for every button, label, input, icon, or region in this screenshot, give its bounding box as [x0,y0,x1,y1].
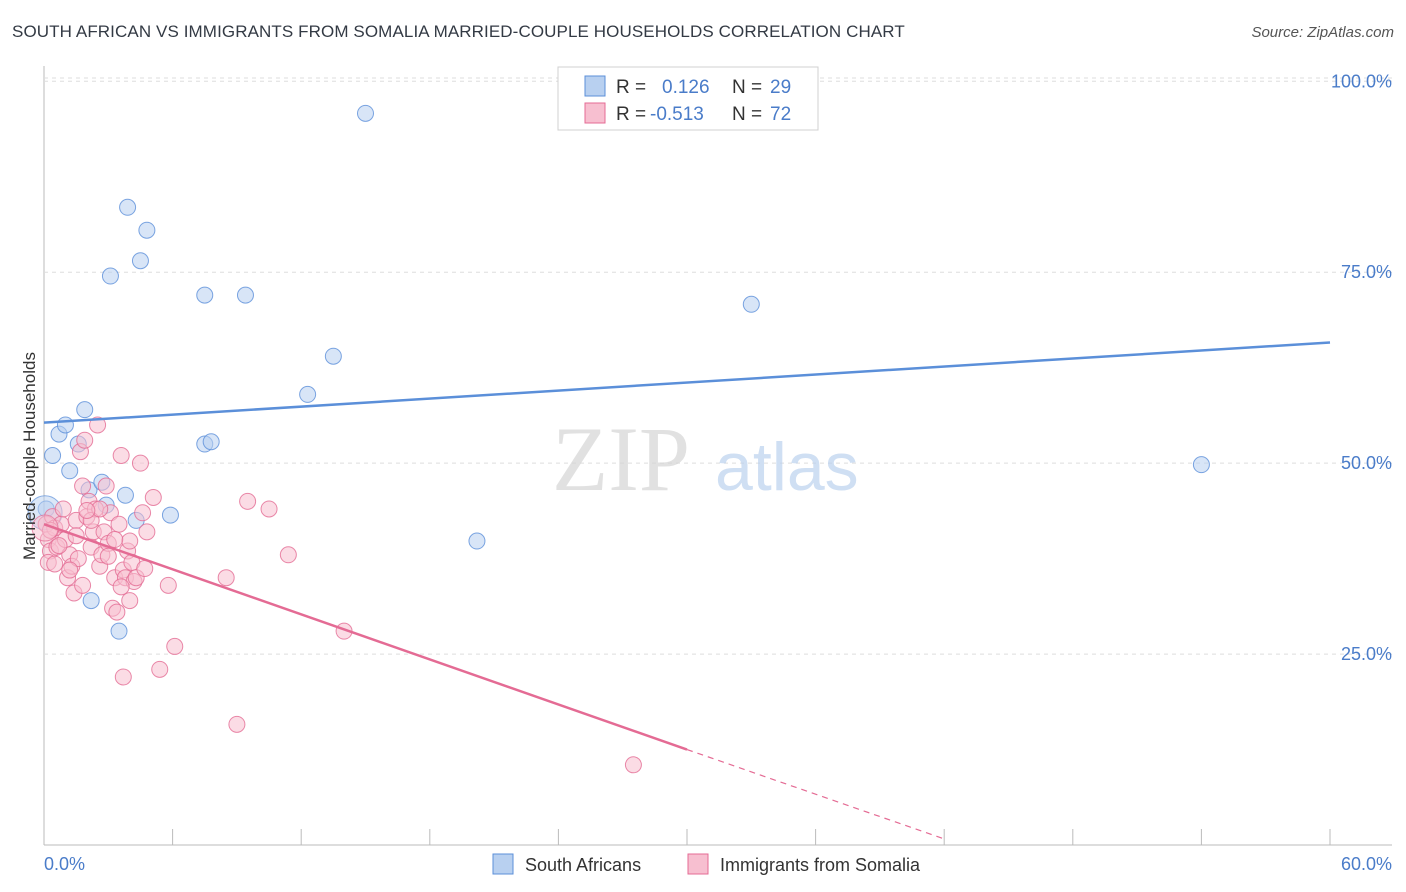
somalia-point [74,576,92,594]
somalia-point [110,515,128,533]
x-ticks [43,829,1331,845]
south-africans-point [324,347,342,365]
somalia-point [131,454,149,472]
somalia-point [134,504,152,522]
y-axis-label: Married-couple Households [20,352,39,560]
somalia-point [78,501,96,519]
somalia-point [69,550,87,568]
trend-line-south-africans [43,341,1331,424]
series-south-africans [27,104,1210,640]
south-africans-point [119,198,137,216]
series-immigrants-from-somalia [31,416,642,774]
bottom-legend-label-somalia: Immigrants from Somalia [720,855,921,875]
somalia-point [159,576,177,594]
somalia-point [106,531,124,549]
source-label: Source: ZipAtlas.com [1251,24,1394,41]
somalia-point [46,555,64,573]
south-africans-point [131,252,149,270]
somalia-point [50,537,68,555]
legend-r-value-2: -0.513 [650,104,704,125]
somalia-point [138,523,156,541]
south-africans-point [56,416,74,434]
bottom-legend-swatch-somalia [687,853,709,875]
south-africans-point [468,532,486,550]
south-africans-point [236,286,254,304]
south-africans-point [138,221,156,239]
south-africans-point [61,462,79,480]
somalia-point [114,668,132,686]
watermark-zip: ZIP [552,408,690,510]
somalia-point [112,578,130,596]
somalia-point [121,532,139,550]
somalia-point [279,546,297,564]
south-africans-point [299,385,317,403]
correlation-legend: R = 0.126 N = 29 R = -0.513 N = 72 [557,66,819,131]
y-tick-label: 75.0% [1341,262,1392,282]
somalia-point [217,569,235,587]
grid-lines [44,77,1392,655]
somalia-point [89,416,107,434]
somalia-point [260,500,278,518]
y-tick-label: 25.0% [1341,644,1392,664]
somalia-point [121,592,139,610]
series-legend: South Africans Immigrants from Somalia [492,853,921,875]
bottom-legend-label-south-africans: South Africans [525,855,641,875]
somalia-point [166,637,184,655]
legend-n-value-1: 29 [770,77,791,98]
somalia-point [151,660,169,678]
somalia-point [74,477,92,495]
y-tick-label: 50.0% [1341,453,1392,473]
south-africans-point [161,506,179,524]
legend-r-label-2: R = [616,104,646,125]
legend-swatch-south-africans [584,75,606,97]
south-africans-point [116,486,134,504]
somalia-point [54,500,72,518]
somalia-point [112,447,130,464]
south-africans-point [196,286,214,304]
bottom-legend-swatch-south-africans [492,853,514,875]
somalia-point [144,489,162,507]
somalia-point [136,560,154,578]
somalia-point [108,603,126,621]
somalia-point [76,431,94,449]
x-tick-label-min: 0.0% [44,854,85,874]
somalia-point [97,477,115,495]
chart-title: SOUTH AFRICAN VS IMMIGRANTS FROM SOMALIA… [12,22,905,41]
legend-r-label-1: R = [616,77,646,98]
legend-n-label-2: N = [732,104,762,125]
legend-n-value-2: 72 [770,104,791,125]
south-africans-point [742,295,760,313]
somalia-point [239,492,257,510]
x-tick-label-max: 60.0% [1341,854,1392,874]
south-africans-point [82,592,100,610]
legend-swatch-somalia [584,102,606,124]
legend-r-value-1: 0.126 [662,77,710,98]
trend-lines [43,341,1331,840]
trend-line-somalia-extension [686,748,945,840]
south-africans-point [76,401,94,419]
somalia-point [99,547,117,565]
south-africans-point [101,267,119,285]
south-africans-point [202,433,220,451]
south-africans-point [357,104,374,122]
south-africans-point [1192,456,1210,474]
trend-line-somalia [43,523,688,751]
watermark-atlas: atlas [715,429,859,505]
somalia-point [228,715,246,733]
somalia-point [624,756,642,774]
south-africans-point [110,622,128,640]
y-tick-labels: 25.0% 50.0% 75.0% 100.0% [1331,71,1392,664]
south-africans-point [44,447,62,464]
somalia-point [61,561,79,579]
y-tick-label: 100.0% [1331,71,1392,91]
legend-n-label-1: N = [732,77,762,98]
